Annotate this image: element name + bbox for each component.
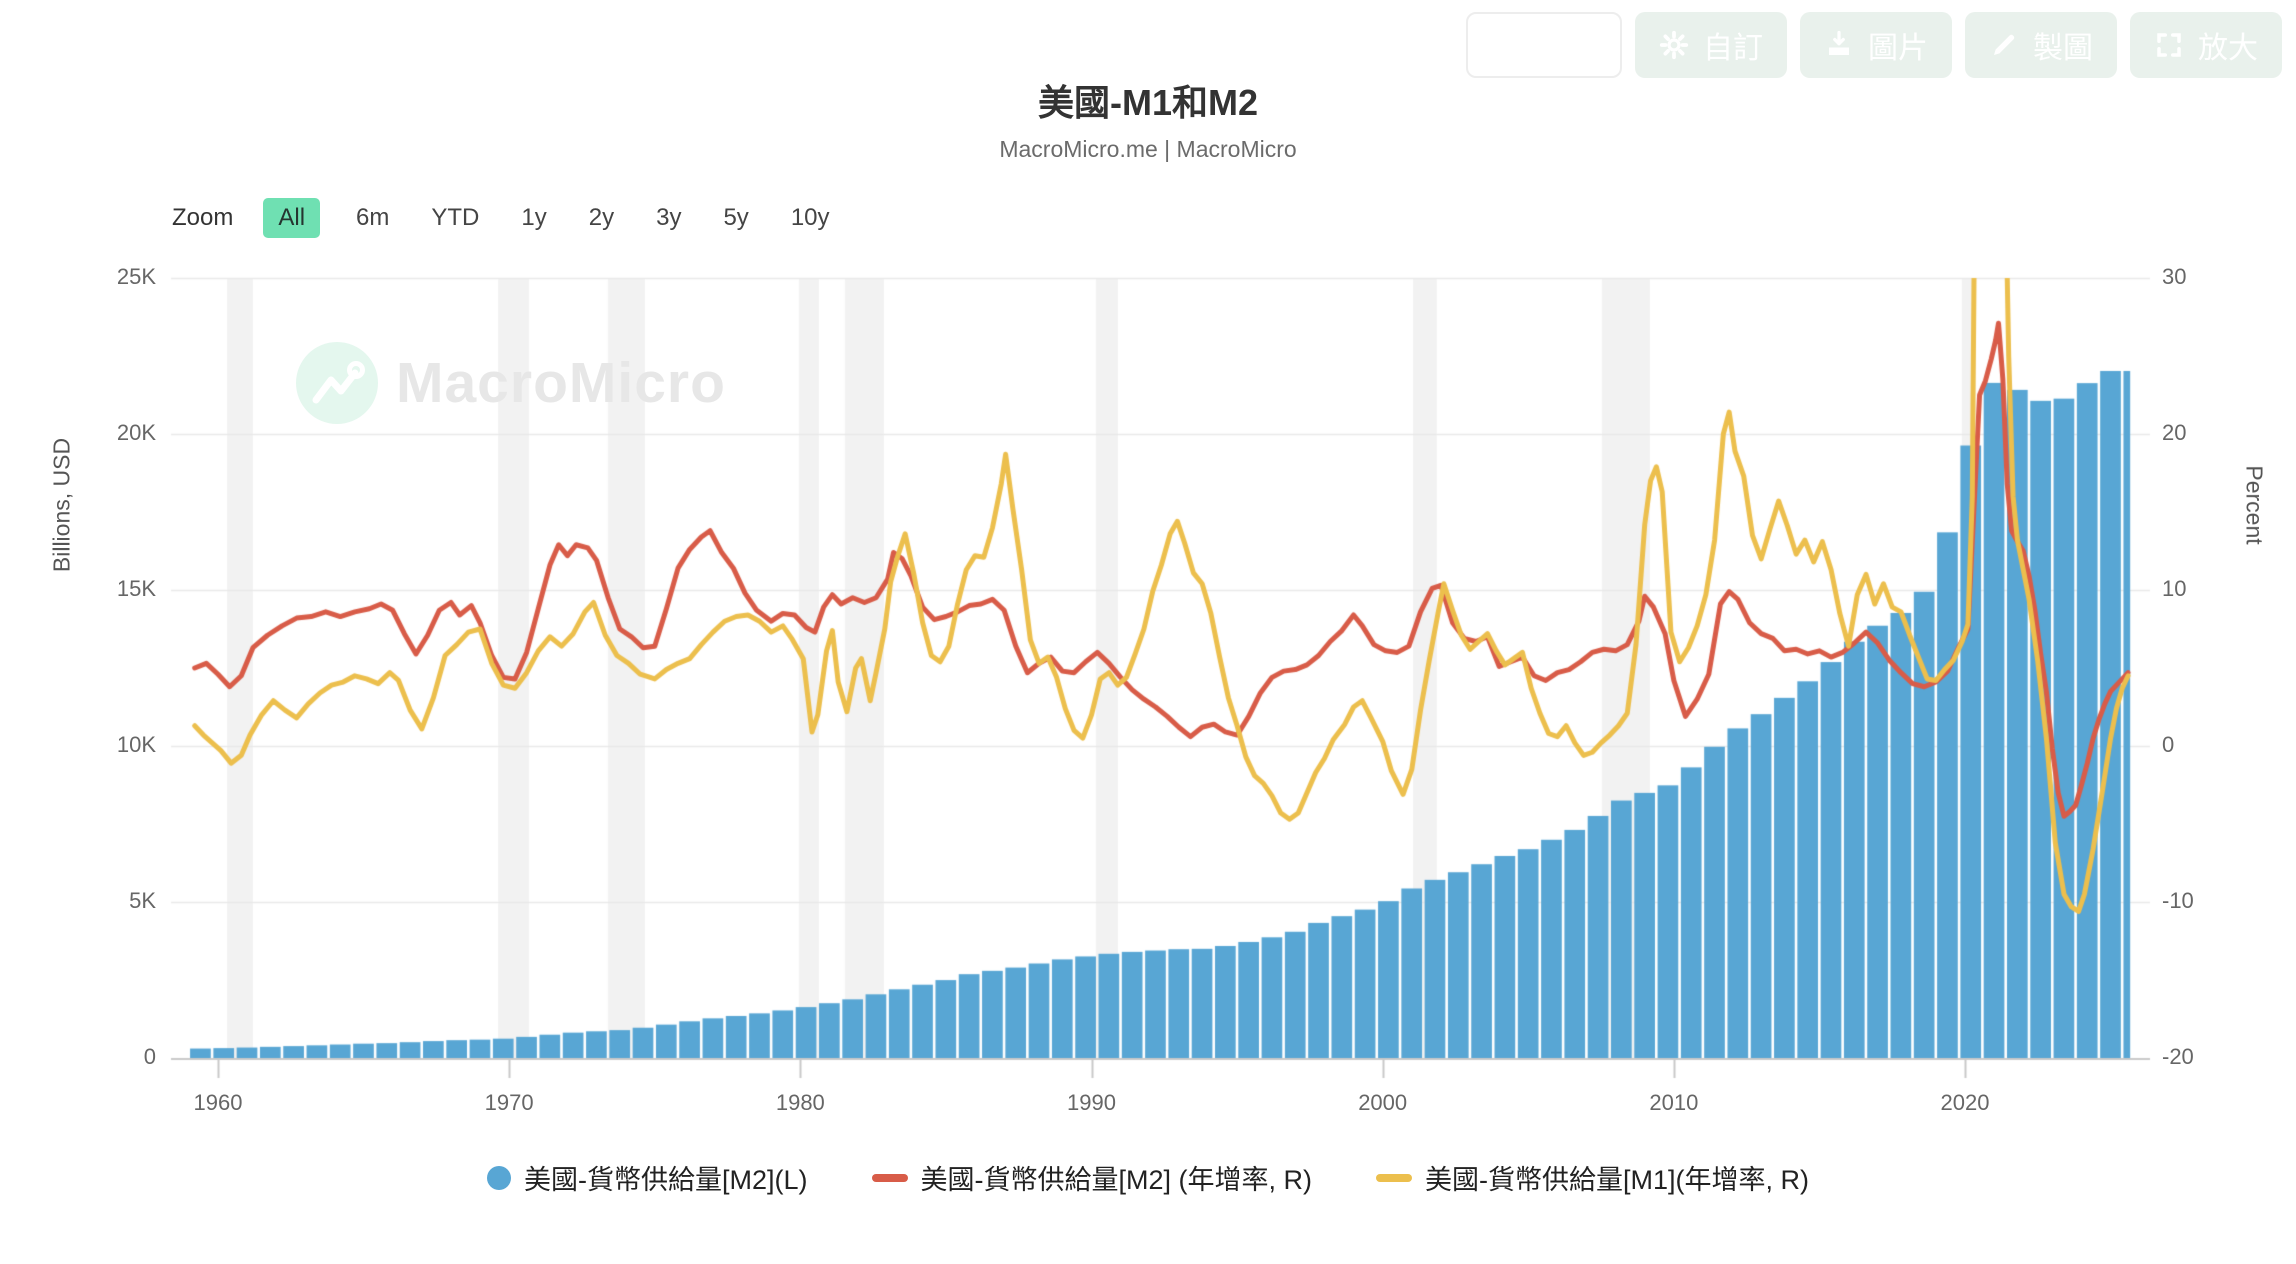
right-axis-title: Percent xyxy=(2241,465,2268,545)
legend-label: 美國-貨幣供給量[M2] (年增率, R) xyxy=(920,1165,1313,1195)
y-axis-right-tick: 0 xyxy=(2162,732,2175,757)
y-axis-left-tick: 15K xyxy=(116,576,156,601)
y-axis-right-tick: -10 xyxy=(2162,888,2194,913)
legend-dash-marker xyxy=(1376,1173,1412,1182)
x-axis-tick: 1990 xyxy=(1067,1090,1116,1115)
legend: 美國-貨幣供給量[M2](L) 美國-貨幣供給量[M2] (年增率, R) 美國… xyxy=(0,1158,2296,1197)
y-axis-left-tick: 10K xyxy=(116,732,156,757)
legend-label: 美國-貨幣供給量[M2](L) xyxy=(524,1165,808,1195)
y-axis-right-tick: 20 xyxy=(2162,420,2187,445)
x-axis-tick: 1980 xyxy=(775,1090,825,1115)
y-axis-left-tick: 5K xyxy=(129,888,156,913)
y-axis-right-tick: 10 xyxy=(2162,576,2187,601)
x-axis-tick: 1960 xyxy=(193,1090,243,1115)
x-axis-tick: 2020 xyxy=(1940,1090,1990,1115)
y-axis-left-tick: 25K xyxy=(116,264,156,289)
y-axis-right-tick: -20 xyxy=(2162,1044,2194,1069)
x-axis-tick: 1970 xyxy=(484,1090,534,1115)
legend-item-m2-level[interactable]: 美國-貨幣供給量[M2](L) xyxy=(487,1158,808,1197)
legend-circle-marker xyxy=(487,1165,511,1190)
legend-label: 美國-貨幣供給量[M1](年增率, R) xyxy=(1425,1165,1809,1195)
x-axis-tick: 2000 xyxy=(1358,1090,1408,1115)
left-axis-title: Billions, USD xyxy=(48,437,75,573)
y-axis-left-tick: 0 xyxy=(143,1044,156,1069)
legend-item-m2-yoy[interactable]: 美國-貨幣供給量[M2] (年增率, R) xyxy=(871,1158,1313,1197)
y-axis-left-tick: 20K xyxy=(116,420,156,445)
legend-item-m1-yoy[interactable]: 美國-貨幣供給量[M1](年增率, R) xyxy=(1376,1158,1809,1197)
y-axis-right-tick: 30 xyxy=(2162,264,2187,289)
x-axis-tick: 2010 xyxy=(1649,1090,1699,1115)
legend-dash-marker xyxy=(871,1173,908,1182)
